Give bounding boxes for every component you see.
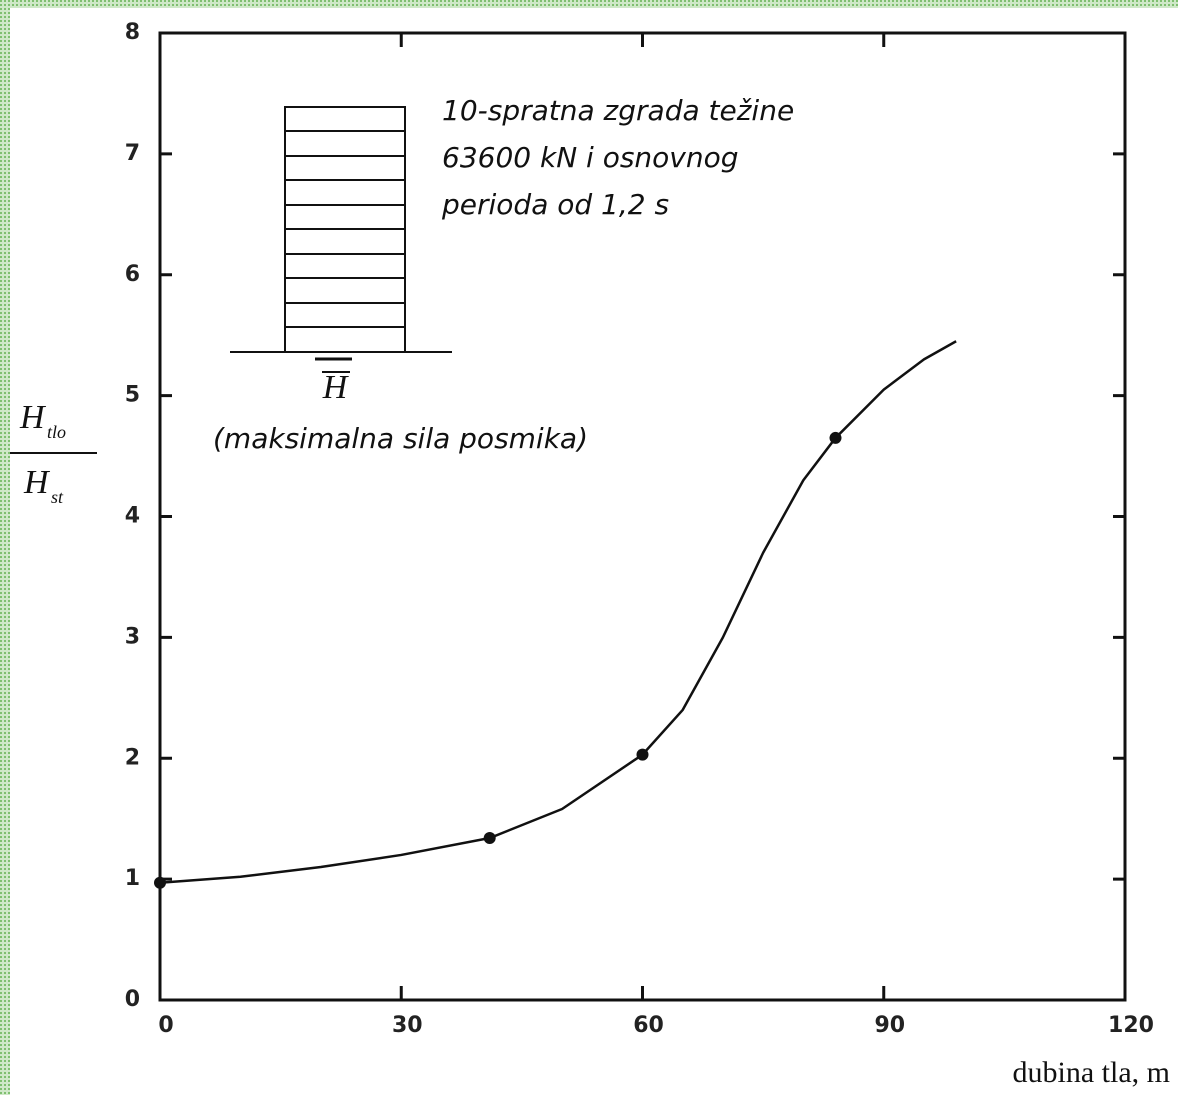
x-tick-label: 0: [158, 1013, 173, 1038]
annotation: 63600 kN i osnovnog: [442, 141, 739, 174]
y-tick-label: 0: [125, 987, 140, 1012]
y-label-numerator-sub: tlo: [47, 422, 66, 442]
figure-label: H: [322, 369, 350, 406]
curve: [159, 340, 957, 884]
y-tick-label: 2: [125, 745, 140, 770]
figure-caption: (maksimalna sila posmika): [213, 422, 588, 455]
y-tick-label: 5: [125, 383, 140, 408]
x-label: dubina tla, m: [1013, 1056, 1170, 1089]
y-label-numerator: H: [19, 399, 47, 436]
marker: [829, 431, 842, 444]
annotation: perioda od 1,2 s: [441, 188, 669, 221]
x-tick-label: 90: [874, 1013, 905, 1038]
y-tick-label: 4: [125, 504, 140, 529]
x-tick-label: 30: [392, 1013, 423, 1038]
y-tick-label: 1: [125, 866, 140, 891]
x-tick-label: 60: [633, 1013, 664, 1038]
marker: [483, 832, 496, 845]
y-tick-label: 6: [125, 262, 140, 287]
annotation: 10-spratna zgrada težine: [442, 94, 794, 127]
marker: [636, 748, 649, 761]
y-label-denominator: H: [23, 464, 51, 501]
y-label-denominator-sub: st: [51, 487, 64, 507]
border-left: [0, 0, 10, 1095]
y-tick-label: 3: [125, 624, 140, 649]
border-top: [0, 0, 1178, 8]
y-tick-label: 7: [125, 141, 140, 166]
x-tick-label: 120: [1108, 1013, 1154, 1038]
y-tick-label: 8: [125, 20, 140, 45]
plot-frame: [158, 31, 1127, 1002]
marker: [154, 876, 166, 889]
building: [230, 106, 452, 361]
